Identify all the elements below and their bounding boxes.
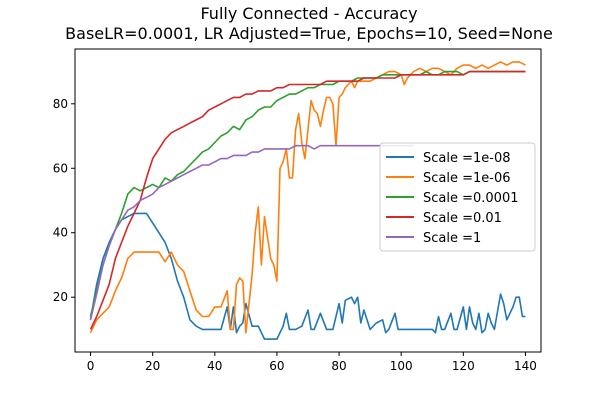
x-tick-label: 60 — [269, 359, 284, 373]
y-tick-label: 60 — [53, 161, 68, 175]
series-line-4 — [89, 144, 414, 320]
legend-label-1: Scale =1e-06 — [423, 171, 511, 186]
chart-subtitle: BaseLR=0.0001, LR Adjusted=True, Epochs=… — [65, 24, 553, 43]
plot-lines — [89, 61, 526, 340]
legend-box — [379, 142, 536, 252]
x-tick-label: 0 — [87, 359, 95, 373]
series-line-2 — [89, 70, 526, 317]
series-line-0 — [89, 212, 526, 340]
series-line-3 — [89, 70, 526, 330]
legend-label-4: Scale =1 — [423, 231, 481, 246]
legend: Scale =1e-08 Scale =1e-06 Scale =0.0001 Sca… — [379, 142, 536, 252]
y-tick-label: 80 — [53, 97, 68, 111]
plot-frame — [74, 48, 542, 353]
chart-title: Fully Connected - Accuracy — [200, 4, 417, 23]
legend-label-2: Scale =0.0001 — [423, 191, 519, 206]
x-tick-label: 100 — [390, 359, 413, 373]
x-tick-label: 140 — [514, 359, 537, 373]
x-tick-label: 40 — [207, 359, 222, 373]
x-tick-label: 80 — [331, 359, 346, 373]
x-tick-label: 20 — [145, 359, 160, 373]
axes: 0 20 40 60 80 100 120 140 20 40 60 80 — [53, 48, 542, 373]
y-tick-label: 40 — [53, 226, 68, 240]
x-tick-label: 120 — [452, 359, 475, 373]
y-tick-label: 20 — [53, 290, 68, 304]
series-line-1 — [89, 61, 526, 334]
legend-label-3: Scale =0.01 — [423, 211, 502, 226]
legend-label-0: Scale =1e-08 — [423, 151, 511, 166]
